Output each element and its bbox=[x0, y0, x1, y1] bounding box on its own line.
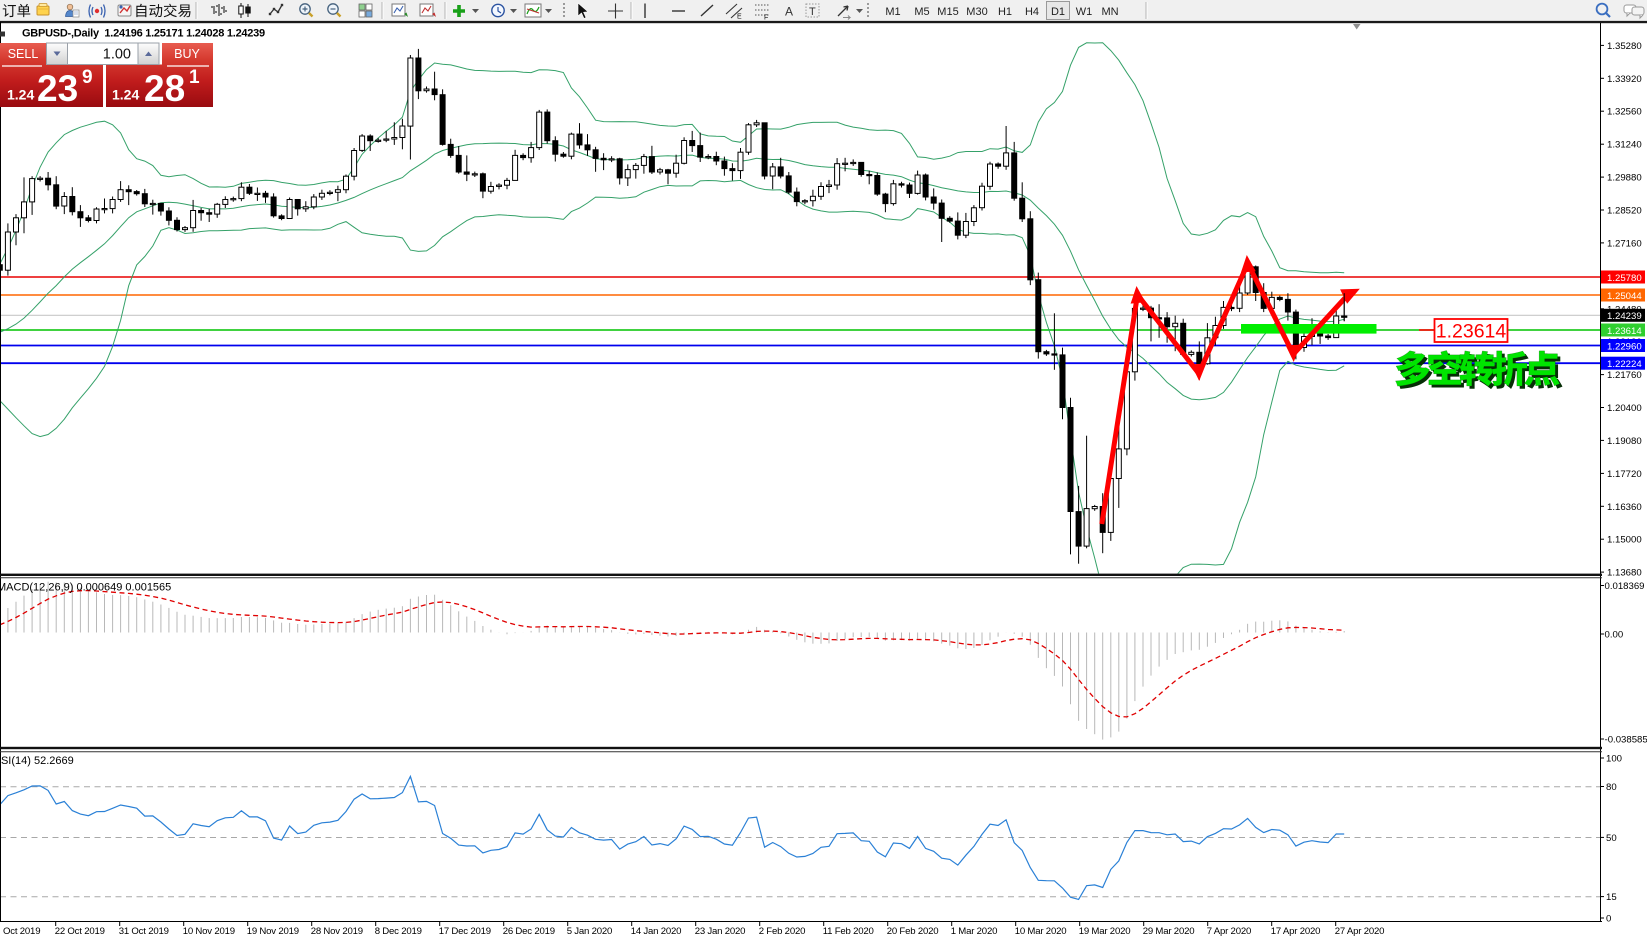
svg-text:5 Jan 2020: 5 Jan 2020 bbox=[567, 926, 612, 937]
svg-text:1.24: 1.24 bbox=[112, 87, 139, 103]
svg-text:1.19080: 1.19080 bbox=[1607, 436, 1642, 447]
svg-text:H1: H1 bbox=[998, 6, 1012, 18]
svg-text:M5: M5 bbox=[914, 6, 929, 18]
svg-text:28 Nov 2019: 28 Nov 2019 bbox=[311, 926, 363, 937]
svg-text:D1: D1 bbox=[1051, 6, 1065, 18]
svg-text:1: 1 bbox=[189, 67, 200, 88]
svg-text:1 Mar 2020: 1 Mar 2020 bbox=[951, 926, 998, 937]
svg-text:1.23614: 1.23614 bbox=[1607, 326, 1642, 337]
svg-text:1.35280: 1.35280 bbox=[1607, 41, 1642, 52]
svg-text:A: A bbox=[785, 5, 793, 19]
svg-text:E: E bbox=[737, 14, 742, 21]
svg-text:7 Apr 2020: 7 Apr 2020 bbox=[1207, 926, 1251, 937]
svg-text:1.20400: 1.20400 bbox=[1607, 403, 1642, 414]
svg-text:1.21760: 1.21760 bbox=[1607, 370, 1642, 381]
svg-text:1.23614: 1.23614 bbox=[1436, 321, 1507, 343]
svg-text:19 Mar 2020: 19 Mar 2020 bbox=[1079, 926, 1131, 937]
svg-text:8 Dec 2019: 8 Dec 2019 bbox=[375, 926, 422, 937]
svg-text:GBPUSD-,Daily 1.24196 1.25171: GBPUSD-,Daily 1.24196 1.25171 1.24028 1.… bbox=[22, 28, 265, 40]
svg-text:BUY: BUY bbox=[174, 47, 200, 61]
svg-text:50: 50 bbox=[1606, 833, 1617, 844]
svg-text:-0.038585: -0.038585 bbox=[1605, 735, 1647, 746]
svg-text:0: 0 bbox=[1606, 914, 1611, 925]
svg-text:M30: M30 bbox=[966, 6, 987, 18]
svg-text:26 Dec 2019: 26 Dec 2019 bbox=[503, 926, 555, 937]
svg-text:1.28520: 1.28520 bbox=[1607, 206, 1642, 217]
svg-text:H4: H4 bbox=[1025, 6, 1039, 18]
svg-text:0.018369: 0.018369 bbox=[1605, 581, 1645, 592]
svg-text:1.32560: 1.32560 bbox=[1607, 107, 1642, 118]
svg-text:F: F bbox=[764, 15, 768, 22]
svg-text:100: 100 bbox=[1606, 754, 1622, 765]
svg-text:2 Feb 2020: 2 Feb 2020 bbox=[759, 926, 806, 937]
svg-text:10 Nov 2019: 10 Nov 2019 bbox=[183, 926, 235, 937]
svg-text:27 Apr 2020: 27 Apr 2020 bbox=[1335, 926, 1385, 937]
svg-text:1.24239: 1.24239 bbox=[1607, 311, 1642, 322]
svg-text:1.16360: 1.16360 bbox=[1607, 502, 1642, 513]
svg-text:1.33920: 1.33920 bbox=[1607, 74, 1642, 85]
svg-text:15: 15 bbox=[1606, 892, 1617, 903]
svg-text:1.24: 1.24 bbox=[7, 87, 34, 103]
svg-text:14 Jan 2020: 14 Jan 2020 bbox=[631, 926, 682, 937]
svg-text:20 Feb 2020: 20 Feb 2020 bbox=[887, 926, 939, 937]
svg-text:MACD(12,26,9) 0.000649 0.00156: MACD(12,26,9) 0.000649 0.001565 bbox=[0, 582, 171, 594]
svg-text:22 Oct 2019: 22 Oct 2019 bbox=[55, 926, 105, 937]
svg-text:1.27160: 1.27160 bbox=[1607, 238, 1642, 249]
svg-text:11 Feb 2020: 11 Feb 2020 bbox=[823, 926, 874, 937]
svg-text:1.22960: 1.22960 bbox=[1607, 341, 1642, 352]
svg-text:1.25044: 1.25044 bbox=[1607, 291, 1642, 302]
svg-text:17 Apr 2020: 17 Apr 2020 bbox=[1271, 926, 1321, 937]
svg-text:23: 23 bbox=[37, 68, 78, 109]
svg-text:M15: M15 bbox=[937, 6, 958, 18]
svg-text:80: 80 bbox=[1606, 782, 1617, 793]
svg-text:1.15000: 1.15000 bbox=[1607, 535, 1642, 546]
svg-text:1.31240: 1.31240 bbox=[1607, 140, 1642, 151]
svg-text:Oct 2019: Oct 2019 bbox=[3, 926, 40, 937]
svg-text:1.25780: 1.25780 bbox=[1607, 273, 1642, 284]
svg-text:29 Mar 2020: 29 Mar 2020 bbox=[1143, 926, 1195, 937]
svg-text:9: 9 bbox=[82, 67, 93, 88]
svg-text:28: 28 bbox=[144, 68, 185, 109]
svg-text:19 Nov 2019: 19 Nov 2019 bbox=[247, 926, 299, 937]
svg-text:SELL: SELL bbox=[8, 47, 39, 61]
svg-text:RSI(14) 52.2669: RSI(14) 52.2669 bbox=[0, 755, 74, 767]
svg-text:10 Mar 2020: 10 Mar 2020 bbox=[1015, 926, 1067, 937]
svg-text:1.00: 1.00 bbox=[103, 47, 131, 63]
svg-text:1.17720: 1.17720 bbox=[1607, 469, 1642, 480]
svg-text:0.00: 0.00 bbox=[1605, 630, 1624, 641]
svg-text:W1: W1 bbox=[1076, 6, 1093, 18]
svg-text:1.13680: 1.13680 bbox=[1607, 568, 1642, 579]
svg-text:1.22224: 1.22224 bbox=[1607, 359, 1642, 370]
svg-text:1.29880: 1.29880 bbox=[1607, 173, 1642, 184]
svg-text:M1: M1 bbox=[885, 6, 900, 18]
svg-text:23 Jan 2020: 23 Jan 2020 bbox=[695, 926, 746, 937]
svg-text:31 Oct 2019: 31 Oct 2019 bbox=[119, 926, 169, 937]
svg-text:T: T bbox=[809, 6, 816, 18]
svg-text:MN: MN bbox=[1101, 6, 1118, 18]
svg-text:17 Dec 2019: 17 Dec 2019 bbox=[439, 926, 491, 937]
